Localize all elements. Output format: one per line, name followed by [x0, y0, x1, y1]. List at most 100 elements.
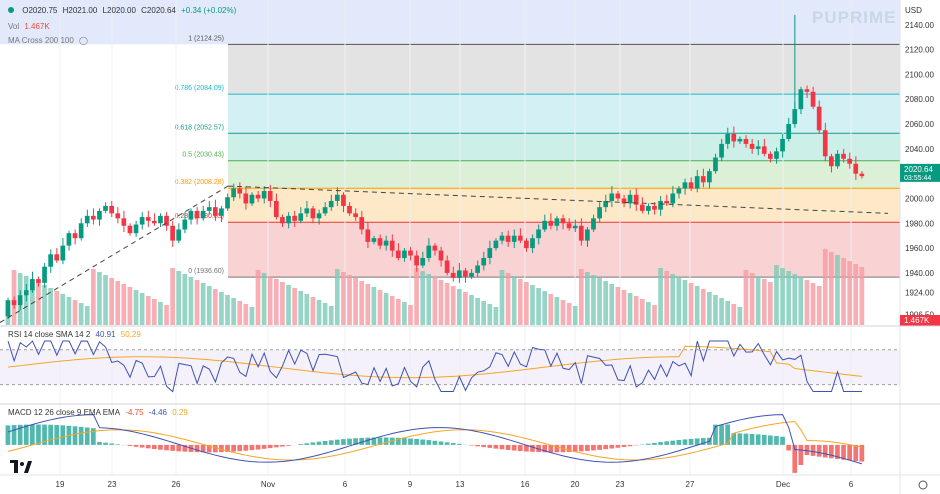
volume-bar [597, 278, 602, 325]
macd-histogram-bar [670, 440, 676, 445]
candle [298, 213, 304, 221]
macd-histogram-bar [200, 444, 206, 453]
tradingview-logo-icon[interactable] [10, 460, 32, 474]
volume-bar [243, 304, 249, 325]
ma-legend[interactable]: MA Cross 200 100 ◯ [8, 36, 91, 45]
candle [97, 210, 102, 220]
candle [859, 173, 865, 177]
volume-bar [225, 295, 230, 325]
volume-bar [328, 306, 334, 325]
candle [115, 213, 121, 219]
macd-histogram-bar [127, 444, 133, 446]
macd-histogram-bar [841, 444, 846, 460]
volume-bar [29, 279, 35, 325]
fib-label-0.382: 0.382 (2008.28) [175, 179, 224, 186]
macd-histogram-bar [822, 444, 828, 458]
volume-bar [658, 268, 663, 325]
candle [841, 153, 846, 159]
ohlc-header: O2020.75 H2021.00 L2020.00 C2020.64 +0.3… [8, 6, 239, 15]
volume-bar [511, 276, 517, 325]
volume-bar [219, 292, 224, 325]
macd-histogram-bar [371, 437, 377, 445]
macd-histogram-bar [713, 424, 718, 445]
macd-histogram-bar [542, 444, 548, 453]
macd-histogram-bar [505, 444, 511, 450]
volume-bar [566, 303, 572, 325]
volume-bar [517, 279, 523, 325]
candle [310, 208, 316, 219]
macd-histogram-bar [798, 444, 804, 466]
macd-line-value: -4.46 [148, 408, 167, 417]
volume-bar [97, 272, 102, 325]
macd-histogram-bar [688, 438, 694, 445]
macd-histogram-bar [261, 444, 267, 449]
price-tick: 2140.00 [905, 21, 934, 30]
candle [554, 218, 560, 226]
macd-histogram-bar [78, 426, 84, 445]
time-tick-27: 27 [686, 480, 695, 489]
candle [109, 205, 114, 214]
rsi-legend[interactable]: RSI 14 close SMA 14 2 40.91 50.29 [8, 330, 144, 339]
volume-bar [688, 283, 694, 325]
volume-legend[interactable]: Vol 1.467K [8, 22, 53, 31]
price-tick: 2100.00 [905, 70, 934, 79]
trendline-up[interactable] [0, 185, 229, 323]
volume-bar [261, 273, 267, 325]
volume-bar [615, 287, 621, 325]
macd-histogram-bar [426, 440, 432, 445]
candle [682, 182, 688, 189]
volume-bar [816, 286, 822, 325]
macd-histogram-bar [267, 444, 273, 449]
candle [511, 235, 517, 242]
macd-histogram-bar [115, 444, 121, 445]
volume-bar [170, 268, 175, 325]
volume-bars [5, 249, 865, 325]
macd-legend[interactable]: MACD 12 26 close 9 EMA EMA -4.75 -4.46 0… [8, 408, 191, 417]
macd-histogram-bar [859, 444, 865, 462]
volume-bar [499, 270, 505, 325]
candle [676, 188, 682, 194]
macd-histogram-bar [304, 443, 310, 445]
volume-bar [176, 271, 182, 325]
ma-label: MA Cross 200 100 [8, 36, 74, 45]
price-tick: 2040.00 [905, 145, 934, 154]
volume-bar [267, 276, 273, 325]
time-tick-23: 23 [616, 480, 625, 489]
fib-upper-zone [0, 0, 900, 45]
candle [371, 238, 377, 242]
volume-bar [444, 283, 450, 325]
candle [456, 270, 462, 278]
macd-histogram-bar [158, 444, 163, 450]
fib-zone-1 [228, 44, 900, 95]
candle [151, 220, 157, 224]
candle [719, 143, 724, 158]
macd-histogram-bar [206, 444, 212, 453]
candle [707, 171, 712, 183]
settings-gear-icon[interactable] [918, 480, 928, 490]
volume-bar [591, 275, 596, 325]
macd-histogram-bar [11, 425, 17, 445]
candle [639, 204, 645, 211]
trendline-down[interactable] [227, 185, 889, 214]
macd-histogram-bar [377, 437, 383, 445]
volume-bar [530, 285, 535, 325]
volume-bar [707, 292, 712, 325]
eye-icon[interactable]: ◯ [79, 36, 88, 45]
ohlc-low: L2020.00 [102, 6, 136, 15]
candle [755, 146, 761, 149]
rsi-sma-line [7, 345, 863, 379]
macd-histogram-bar [591, 444, 596, 451]
candle [121, 218, 127, 226]
volume-bar [481, 301, 487, 325]
candle [578, 225, 584, 241]
volume-bar [524, 282, 529, 325]
volume-bar [103, 275, 108, 325]
volume-bar [72, 300, 78, 325]
volume-bar [853, 264, 859, 325]
macd-histogram-bar [804, 444, 810, 456]
volume-bar [603, 281, 609, 325]
volume-bar [158, 302, 163, 325]
candle [84, 215, 90, 224]
macd-histogram-bar [328, 440, 334, 445]
